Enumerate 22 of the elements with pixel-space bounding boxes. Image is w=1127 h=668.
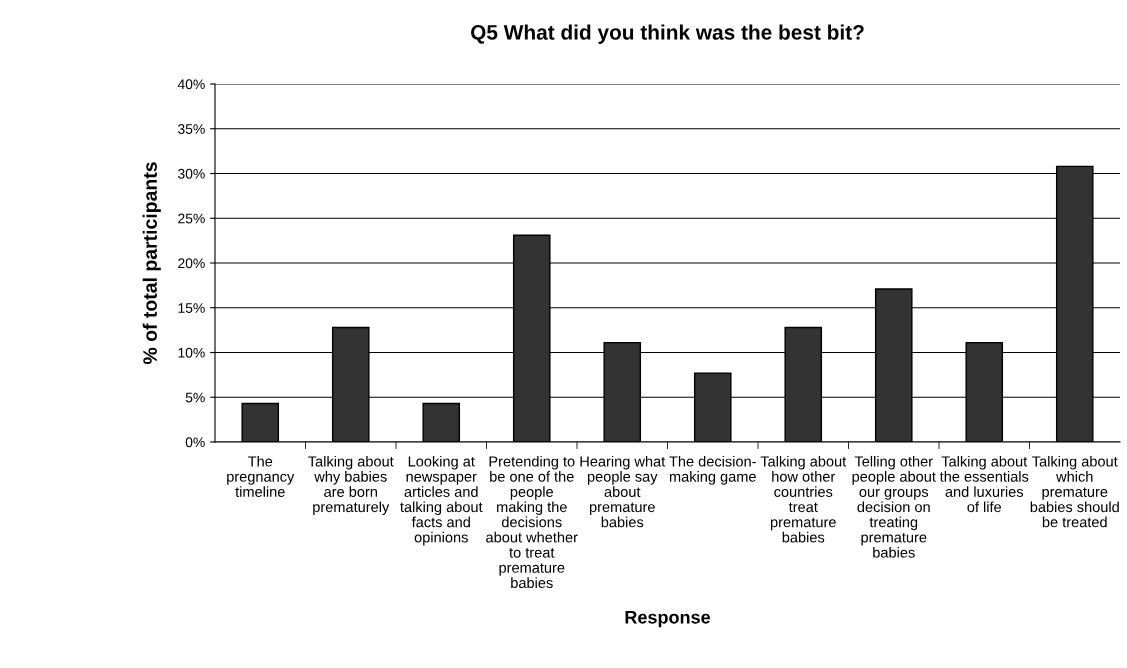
x-tick-label: Hearing what people say about premature babies [580, 455, 666, 528]
x-axis-title: Response [625, 611, 711, 628]
y-tick-label: 5% [185, 392, 205, 403]
y-tick-label: 30% [178, 168, 205, 179]
x-tick-label: Talking about why babies are born prematurely [308, 455, 394, 516]
y-tick-label: 40% [177, 79, 205, 90]
y-tick-label: 10% [178, 347, 205, 358]
y-tick-label: 0% [185, 437, 205, 448]
x-tick-label: Telling other people about our groups decision on treating premature babies [852, 455, 936, 558]
x-tick-label: Talking about the essentials and luxuries of life [939, 455, 1029, 513]
x-tick-label: Looking at newspaper articles and talking about facts and opinions [400, 455, 483, 546]
chart-title: Q5 What did you think was the best bit? [471, 24, 864, 44]
y-tick-label: 35% [178, 124, 205, 134]
y-tick-label: 25% [178, 213, 205, 224]
y-tick-label: 15% [178, 303, 205, 313]
x-tick-label: Talking about which premature babies should be treated [1030, 455, 1119, 528]
y-axis-title: % of total participants [142, 162, 161, 365]
x-tick-label: Talking about how other countries treat premature babies [760, 455, 847, 543]
x-tick-label: The decision- making game [669, 455, 756, 485]
x-tick-label: The pregnancy timeline [227, 455, 295, 497]
y-tick-label: 20% [178, 258, 205, 269]
category-label: Pretending to be one of the people making the decisions about whether to treat premature babies [486, 455, 578, 589]
